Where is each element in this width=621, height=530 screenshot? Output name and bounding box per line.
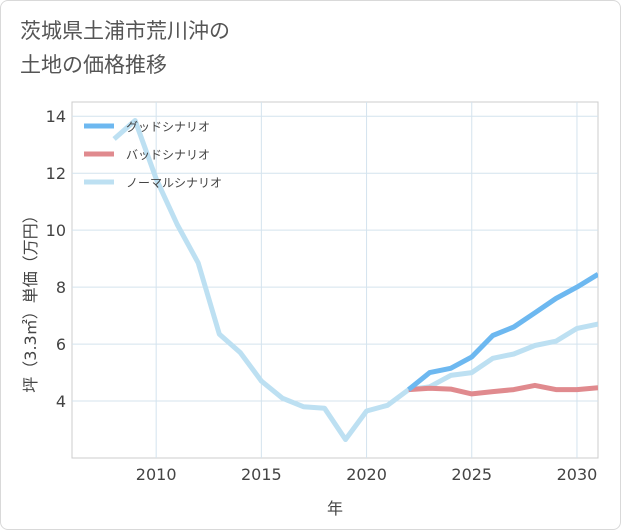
series-lines — [112, 118, 598, 442]
x-tick-label: 2025 — [451, 465, 492, 484]
x-tick-label: 2030 — [557, 465, 598, 484]
y-tick-label: 10 — [46, 221, 66, 240]
y-tick-label: 6 — [56, 335, 66, 354]
legend-label-bad: バッドシナリオ — [126, 148, 210, 162]
grid-lines — [72, 102, 598, 458]
y-tick-label: 4 — [56, 392, 66, 411]
x-tick-label: 2010 — [136, 465, 177, 484]
y-tick-label: 12 — [46, 164, 66, 183]
y-tick-label: 14 — [46, 107, 66, 126]
y-tick-labels: 4 6 8 10 12 14 — [46, 107, 66, 411]
x-axis-label: 年 — [327, 499, 343, 518]
y-axis-label: 坪（3.3㎡）単価（万円） — [21, 207, 40, 392]
plot-area — [71, 101, 599, 459]
series-line-normal — [112, 118, 598, 442]
legend-label-good: グッドシナリオ — [126, 120, 210, 134]
series-line-bad — [408, 382, 598, 397]
series-line-good — [407, 272, 598, 392]
x-tick-labels: 2010 2015 2020 2025 2030 — [136, 465, 598, 484]
legend: グッドシナリオ バッドシナリオ ノーマルシナリオ — [84, 120, 222, 190]
legend-label-normal: ノーマルシナリオ — [126, 176, 222, 190]
y-tick-label: 8 — [56, 278, 66, 297]
x-tick-label: 2015 — [241, 465, 282, 484]
page-title: 茨城県土浦市荒川沖の 土地の価格推移 — [20, 19, 230, 77]
x-tick-label: 2020 — [346, 465, 387, 484]
